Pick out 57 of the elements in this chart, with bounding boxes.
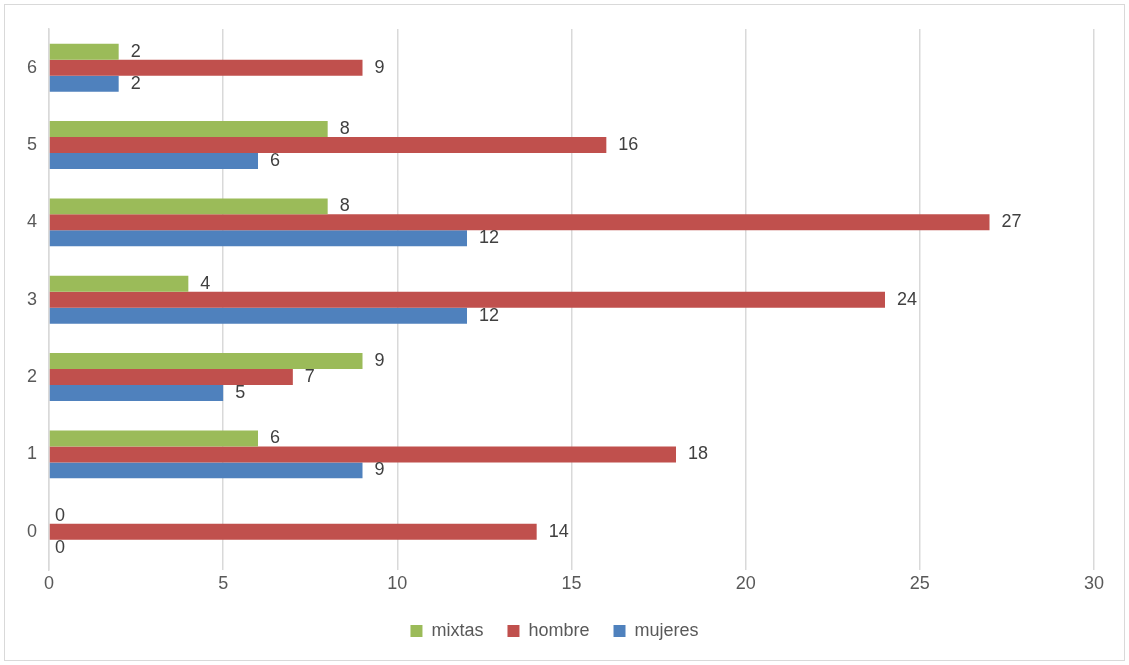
data-label: 14: [548, 520, 569, 541]
legend-label: mixtas: [431, 619, 484, 640]
data-label: 8: [339, 195, 350, 216]
data-label: 12: [479, 227, 500, 248]
y-tick-label: 5: [27, 133, 38, 154]
y-tick-label: 1: [27, 443, 38, 464]
y-tick-label: 2: [27, 366, 38, 387]
bar: [49, 462, 363, 479]
bar: [49, 230, 468, 247]
x-tick-label: 5: [218, 573, 229, 594]
bar: [49, 385, 224, 402]
bar: [49, 430, 259, 447]
data-label: 27: [1001, 211, 1022, 232]
bar: [49, 198, 328, 215]
data-label: 16: [618, 133, 639, 154]
data-label: 7: [304, 366, 315, 387]
data-label: 2: [130, 72, 141, 93]
bar: [49, 43, 119, 60]
y-tick-label: 6: [27, 56, 38, 77]
y-tick-label: 4: [27, 211, 38, 232]
bar: [49, 59, 363, 76]
bar: [49, 214, 990, 231]
bar: [49, 275, 189, 292]
bar: [49, 153, 259, 169]
bar: [49, 446, 676, 463]
bar: [49, 121, 328, 138]
y-tick-label: 0: [27, 520, 38, 541]
data-label: 5: [235, 382, 246, 402]
bar: [49, 75, 119, 92]
data-label: 6: [270, 149, 281, 170]
data-label: 9: [374, 459, 385, 480]
data-label: 0: [55, 536, 66, 557]
x-tick-label: 25: [909, 573, 930, 594]
bar: [49, 307, 468, 324]
data-label: 8: [339, 118, 350, 138]
x-tick-label: 10: [387, 573, 408, 594]
data-label: 18: [688, 443, 709, 464]
legend-label: hombre: [528, 619, 590, 640]
data-label: 2: [130, 40, 141, 61]
data-label: 6: [270, 427, 281, 448]
data-label: 9: [374, 56, 385, 77]
x-tick-label: 0: [44, 573, 55, 594]
bar: [49, 353, 363, 370]
x-tick-label: 15: [561, 573, 582, 594]
data-label: 12: [479, 304, 500, 325]
data-label: 24: [897, 288, 918, 309]
bar: [49, 369, 293, 386]
bar: [49, 523, 537, 540]
data-label: 9: [374, 350, 385, 371]
legend-label: mujeres: [634, 619, 699, 640]
data-label: 4: [200, 272, 211, 293]
data-label: 0: [55, 504, 66, 525]
x-tick-label: 30: [1083, 573, 1105, 594]
bar: [49, 137, 607, 154]
bar: [49, 291, 885, 308]
y-tick-label: 3: [27, 288, 38, 309]
x-tick-label: 20: [735, 573, 756, 594]
